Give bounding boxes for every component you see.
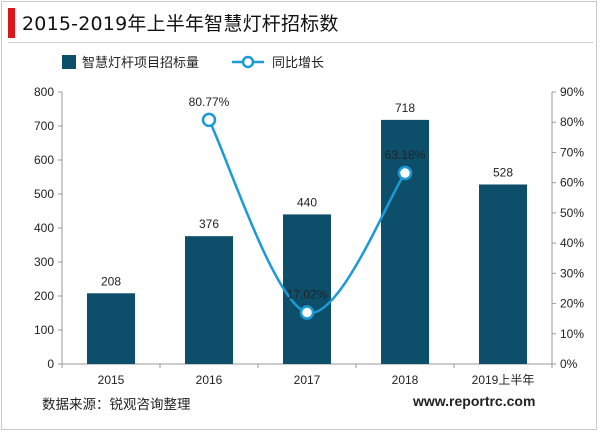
legend-bar-label: 智慧灯杆项目招标量 bbox=[82, 55, 199, 70]
y-right-tick-label: 80% bbox=[560, 115, 584, 129]
x-tick-label: 2015 bbox=[98, 373, 125, 387]
bar bbox=[479, 184, 527, 364]
bar bbox=[283, 214, 331, 364]
bar-value-label: 440 bbox=[297, 195, 317, 209]
y-right-tick-label: 10% bbox=[560, 327, 584, 341]
x-tick-label: 2018 bbox=[392, 373, 419, 387]
legend-line-marker bbox=[241, 55, 255, 69]
y-left-tick-label: 100 bbox=[34, 323, 54, 337]
website-url: www.reportrc.com bbox=[413, 393, 536, 409]
growth-value-label: 17.02% bbox=[287, 288, 328, 302]
y-right-tick-label: 60% bbox=[560, 176, 584, 190]
y-right-tick-label: 90% bbox=[560, 85, 584, 99]
y-right-tick-label: 20% bbox=[560, 297, 584, 311]
x-tick-label: 2017 bbox=[294, 373, 321, 387]
bar-value-label: 718 bbox=[395, 101, 415, 115]
y-right-tick-label: 40% bbox=[560, 236, 584, 250]
y-left-tick-label: 500 bbox=[34, 187, 54, 201]
growth-value-label: 63.18% bbox=[385, 148, 426, 162]
title-accent-bar bbox=[8, 8, 15, 38]
y-right-tick-label: 30% bbox=[560, 266, 584, 280]
y-left-tick-label: 800 bbox=[34, 85, 54, 99]
bar-value-label: 208 bbox=[101, 274, 121, 288]
y-right-tick-label: 50% bbox=[560, 206, 584, 220]
bar-value-label: 528 bbox=[493, 165, 513, 179]
legend-bar-swatch bbox=[62, 55, 76, 69]
y-left-tick-label: 200 bbox=[34, 289, 54, 303]
legend-line-label: 同比增长 bbox=[272, 55, 324, 70]
bar bbox=[381, 119, 429, 364]
page-title: 2015-2019年上半年智慧灯杆招标数 bbox=[22, 13, 339, 35]
y-right-tick-label: 0% bbox=[560, 357, 578, 371]
growth-value-label: 80.77% bbox=[189, 95, 230, 109]
x-tick-label: 2019上半年 bbox=[472, 373, 535, 387]
x-tick-label: 2016 bbox=[196, 373, 223, 387]
y-left-tick-label: 400 bbox=[34, 221, 54, 235]
title-divider bbox=[8, 42, 593, 43]
bar bbox=[185, 236, 233, 364]
y-left-tick-label: 600 bbox=[34, 153, 54, 167]
y-right-tick-label: 70% bbox=[560, 145, 584, 159]
y-left-tick-label: 700 bbox=[34, 119, 54, 133]
growth-point bbox=[201, 112, 217, 128]
y-left-tick-label: 300 bbox=[34, 255, 54, 269]
growth-point bbox=[397, 165, 413, 181]
growth-point bbox=[299, 305, 315, 320]
bar-value-label: 376 bbox=[199, 217, 219, 231]
data-source-note: 数据来源：锐观咨询整理 bbox=[42, 397, 191, 413]
y-left-tick-label: 0 bbox=[47, 357, 54, 371]
bar bbox=[87, 293, 135, 364]
